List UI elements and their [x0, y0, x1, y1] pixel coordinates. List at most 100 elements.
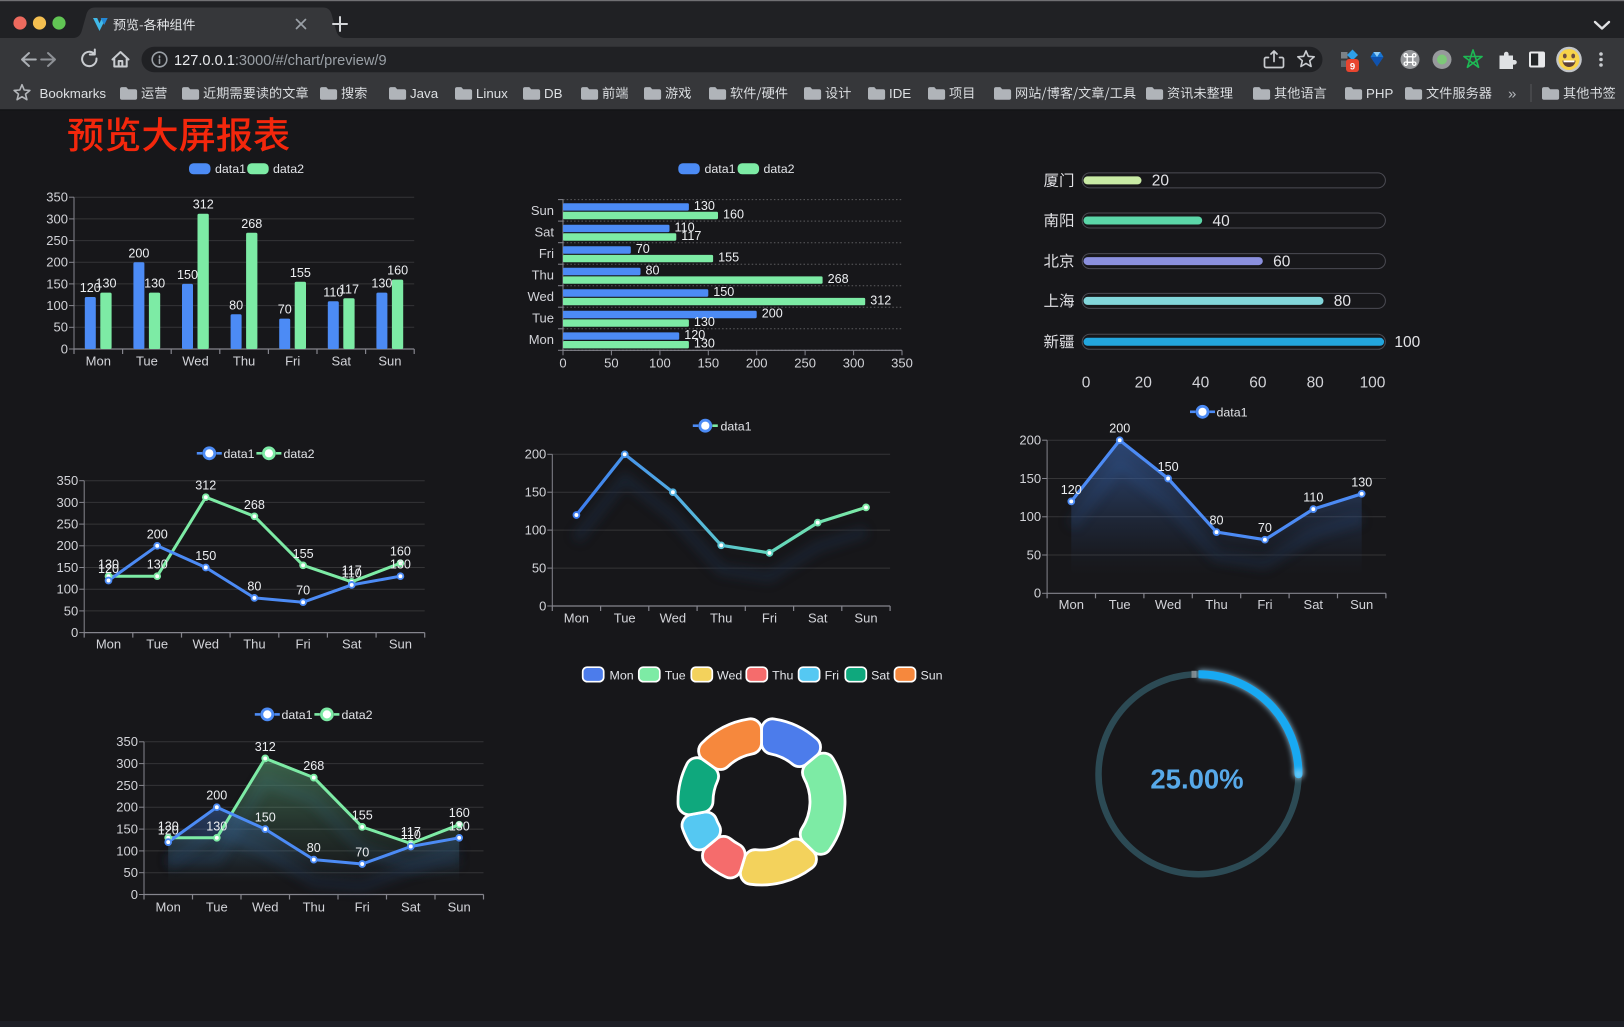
svg-text:Mon: Mon — [529, 332, 554, 347]
svg-text:80: 80 — [1334, 293, 1352, 310]
svg-text:data1: data1 — [224, 447, 255, 461]
svg-text:40: 40 — [1213, 213, 1231, 230]
svg-text:Sat: Sat — [808, 611, 828, 626]
svg-text:80: 80 — [247, 579, 261, 593]
svg-text:data1: data1 — [215, 162, 246, 176]
svg-text:350: 350 — [46, 190, 68, 205]
svg-text:350: 350 — [56, 473, 78, 488]
svg-text:Thu: Thu — [772, 668, 793, 682]
svg-text:200: 200 — [147, 527, 168, 541]
svg-text:60: 60 — [1273, 253, 1291, 270]
svg-text:Thu: Thu — [532, 268, 554, 283]
svg-text:312: 312 — [870, 294, 891, 308]
svg-text:80: 80 — [307, 841, 321, 855]
svg-text:Thu: Thu — [243, 637, 265, 652]
svg-text:268: 268 — [244, 498, 265, 512]
svg-text:110: 110 — [401, 828, 421, 842]
svg-text:150: 150 — [1158, 460, 1179, 474]
svg-text:120: 120 — [684, 328, 705, 342]
svg-text:130: 130 — [95, 277, 116, 291]
svg-text:100: 100 — [116, 843, 138, 858]
svg-text:50: 50 — [54, 320, 68, 335]
svg-text:50: 50 — [604, 355, 618, 370]
svg-text:25.00%: 25.00% — [1150, 763, 1243, 794]
svg-text:130: 130 — [390, 558, 411, 572]
svg-text:312: 312 — [195, 479, 216, 493]
svg-text:Tue: Tue — [665, 668, 686, 682]
svg-text:117: 117 — [401, 825, 421, 839]
svg-text:Linux: Linux — [476, 86, 508, 101]
svg-text:130: 130 — [144, 277, 165, 291]
svg-text:130: 130 — [371, 277, 392, 291]
svg-text:Mon: Mon — [1059, 597, 1084, 612]
svg-text:130: 130 — [694, 315, 715, 329]
svg-text:»: » — [1508, 86, 1516, 103]
svg-text:150: 150 — [713, 285, 734, 299]
svg-text:Sun: Sun — [531, 203, 554, 218]
svg-text:Sun: Sun — [1350, 597, 1373, 612]
svg-text:150: 150 — [56, 560, 78, 575]
svg-text:268: 268 — [303, 759, 324, 773]
svg-text:Wed: Wed — [528, 289, 555, 304]
svg-text:data1: data1 — [721, 419, 752, 433]
svg-text:Java: Java — [410, 86, 439, 101]
svg-text:70: 70 — [296, 584, 310, 598]
svg-text:20: 20 — [1152, 173, 1170, 190]
svg-text:Sun: Sun — [389, 637, 412, 652]
svg-text:117: 117 — [342, 563, 362, 577]
svg-text:data2: data2 — [764, 162, 795, 176]
svg-text:110: 110 — [1303, 491, 1323, 505]
svg-text:Wed: Wed — [1155, 597, 1182, 612]
svg-text:0: 0 — [61, 341, 68, 356]
svg-text:Wed: Wed — [717, 668, 742, 682]
svg-text:312: 312 — [255, 740, 276, 754]
svg-text:130: 130 — [98, 558, 119, 572]
svg-text:Tue: Tue — [206, 899, 228, 914]
svg-text:Wed: Wed — [660, 611, 687, 626]
svg-text:70: 70 — [1258, 521, 1272, 535]
svg-text:Mon: Mon — [610, 668, 634, 682]
svg-text:350: 350 — [116, 734, 138, 749]
svg-text:50: 50 — [1027, 547, 1041, 562]
svg-text:Wed: Wed — [252, 899, 279, 914]
svg-text:Tue: Tue — [1109, 597, 1131, 612]
svg-text:250: 250 — [116, 778, 138, 793]
svg-text:250: 250 — [794, 355, 816, 370]
svg-text:Fri: Fri — [1257, 597, 1272, 612]
svg-text:PHP: PHP — [1366, 86, 1393, 101]
svg-text:200: 200 — [762, 306, 783, 320]
svg-text:100: 100 — [1019, 509, 1041, 524]
svg-text:Sat: Sat — [1304, 597, 1324, 612]
svg-text:Sat: Sat — [871, 668, 890, 682]
svg-text:160: 160 — [390, 545, 411, 559]
svg-text:Fri: Fri — [825, 668, 839, 682]
svg-text:150: 150 — [116, 822, 138, 837]
svg-text:350: 350 — [891, 355, 913, 370]
svg-text:Sun: Sun — [854, 611, 877, 626]
svg-text:150: 150 — [255, 811, 276, 825]
svg-text:300: 300 — [56, 495, 78, 510]
svg-text:120: 120 — [98, 562, 119, 576]
svg-text:130: 130 — [158, 819, 179, 833]
svg-text:Sat: Sat — [342, 637, 362, 652]
svg-text:100: 100 — [1360, 375, 1386, 392]
svg-text:200: 200 — [525, 447, 547, 462]
svg-text:Fri: Fri — [762, 611, 777, 626]
svg-text:100: 100 — [649, 355, 671, 370]
svg-text:100: 100 — [525, 523, 547, 538]
svg-text:150: 150 — [46, 276, 68, 291]
svg-text:0: 0 — [539, 598, 546, 613]
svg-text:110: 110 — [675, 220, 695, 234]
svg-text:Tue: Tue — [146, 637, 168, 652]
svg-text:80: 80 — [229, 298, 243, 312]
svg-text:data2: data2 — [273, 162, 304, 176]
svg-text:Fri: Fri — [285, 353, 300, 368]
svg-text:155: 155 — [718, 251, 739, 265]
svg-text:100: 100 — [46, 298, 68, 313]
svg-text:70: 70 — [355, 846, 369, 860]
svg-text:Tue: Tue — [136, 353, 158, 368]
svg-text:50: 50 — [532, 561, 546, 576]
svg-text:Fri: Fri — [355, 899, 370, 914]
svg-text:160: 160 — [723, 207, 744, 221]
svg-text:data1: data1 — [1217, 406, 1248, 420]
